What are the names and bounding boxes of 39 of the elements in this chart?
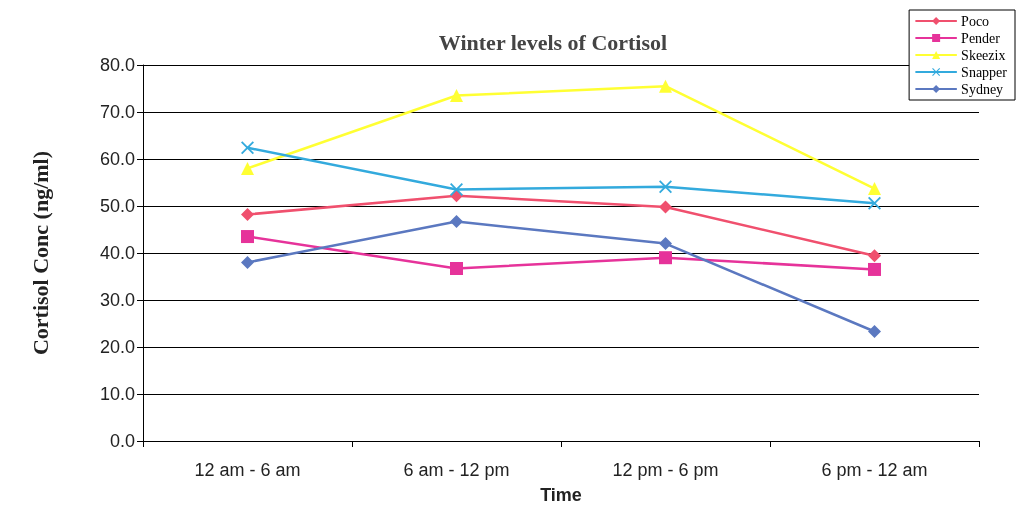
x-tick-label: 6 pm - 12 am xyxy=(821,460,928,480)
x-tick-label: 12 am - 6 am xyxy=(194,460,301,480)
x-tick-label: 12 pm - 6 pm xyxy=(612,460,719,480)
point xyxy=(868,249,881,263)
point xyxy=(450,215,463,229)
point xyxy=(241,255,254,269)
point xyxy=(868,182,881,196)
y-tick-label: 10.0 xyxy=(99,384,135,404)
y-tick-label: 70.0 xyxy=(99,102,135,122)
y-tick-label: 40.0 xyxy=(99,243,135,263)
point xyxy=(659,237,672,251)
chart-title: Winter levels of Cortisol xyxy=(438,29,668,55)
point xyxy=(241,207,254,221)
point xyxy=(868,262,881,276)
legend-label: Skeezix xyxy=(961,47,1006,63)
point xyxy=(450,262,463,276)
point xyxy=(241,161,254,175)
point xyxy=(868,324,881,338)
y-tick-label: 60.0 xyxy=(99,149,135,169)
x-tick-label: 6 am - 12 pm xyxy=(403,460,510,480)
y-tick-label: 50.0 xyxy=(99,196,135,216)
y-tick-label: 30.0 xyxy=(99,290,135,310)
y-tick-label: 0.0 xyxy=(109,431,135,451)
point xyxy=(241,141,254,155)
y-axis-title: Cortisol Conc (ng/ml) xyxy=(27,150,53,356)
legend-label: Pender xyxy=(961,30,1001,46)
point xyxy=(659,79,672,93)
point xyxy=(241,230,254,244)
legend-label: Poco xyxy=(961,13,990,29)
point xyxy=(659,180,672,194)
y-tick-label: 20.0 xyxy=(99,337,135,357)
legend-label: Snapper xyxy=(961,64,1008,80)
point xyxy=(659,251,672,265)
point xyxy=(450,183,463,197)
point xyxy=(659,200,672,214)
point xyxy=(450,89,463,103)
y-tick-label: 80.0 xyxy=(99,55,135,75)
x-axis-title: Time xyxy=(540,485,582,505)
legend-label: Sydney xyxy=(961,81,1004,97)
